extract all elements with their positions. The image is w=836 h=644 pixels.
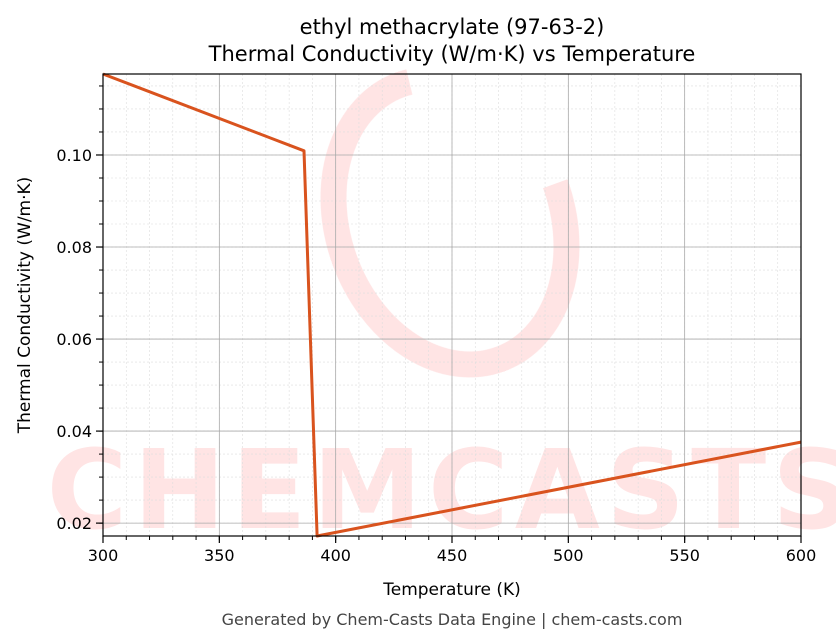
watermark-logo: CHEMCASTS: [47, 66, 836, 554]
svg-text:CHEMCASTS: CHEMCASTS: [47, 426, 836, 554]
chart-title: ethyl methacrylate (97-63-2): [300, 15, 605, 39]
x-tick-label: 300: [88, 546, 119, 565]
x-tick-label: 450: [437, 546, 468, 565]
x-tick-label: 350: [204, 546, 235, 565]
chart-subtitle: Thermal Conductivity (W/m·K) vs Temperat…: [208, 42, 696, 66]
x-tick-label: 400: [320, 546, 351, 565]
x-tick-label: 550: [669, 546, 700, 565]
y-tick-label: 0.10: [56, 146, 92, 165]
y-tick-label: 0.06: [56, 330, 92, 349]
y-tick-label: 0.08: [56, 238, 92, 257]
y-tick-label: 0.04: [56, 422, 92, 441]
footer-credit: Generated by Chem-Casts Data Engine | ch…: [222, 610, 683, 629]
series-line: [102, 72, 802, 538]
y-tick-label: 0.02: [56, 514, 92, 533]
x-axis-label: Temperature (K): [382, 580, 521, 600]
x-tick-label: 600: [786, 546, 817, 565]
x-tick-label: 500: [553, 546, 584, 565]
y-axis-label: Thermal Conductivity (W/m·K): [15, 177, 35, 435]
